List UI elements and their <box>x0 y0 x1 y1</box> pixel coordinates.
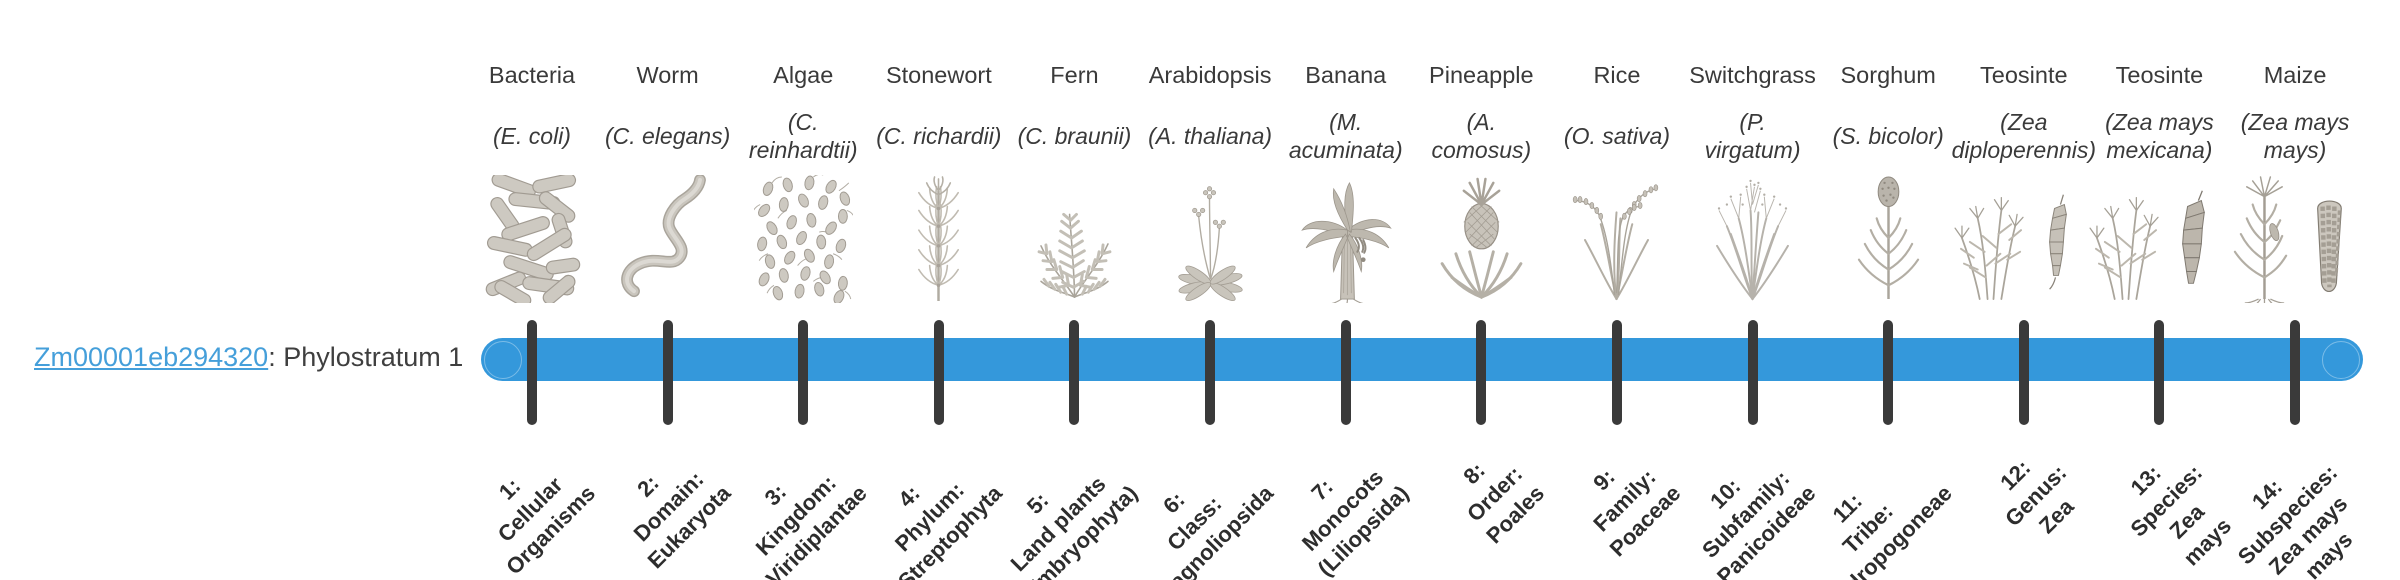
phylostratum-tick <box>1883 320 1894 425</box>
phylostratum-label: 9: Family: Poaceae <box>1587 464 1686 562</box>
phylostratum-tick <box>1205 320 1216 425</box>
phylostratum-label: 7: Monocots (Liliopsida) <box>1297 464 1414 580</box>
organism-scientific-name: (Zea diploperennis) <box>1932 98 2116 176</box>
algae-icon <box>727 172 879 303</box>
phylostratum-label: 13: Species: Zea mays <box>2125 459 2237 571</box>
organism-scientific-name: (A. comosus) <box>1389 98 1573 176</box>
organism-scientific-name-text: (A. comosus) <box>1431 109 1532 163</box>
organism-common-name: Stonewort <box>885 62 992 88</box>
organism-scientific-name-text: (E. coli) <box>493 123 571 150</box>
organism-scientific-name-text: (O. sativa) <box>1563 123 1670 150</box>
organism-scientific-name-text: (C. reinhardtii) <box>748 109 858 163</box>
teosinte-mexicana-icon <box>2083 172 2235 303</box>
timeline-bar <box>481 338 2363 381</box>
organism-scientific-name: (C. richardii) <box>847 98 1031 176</box>
phylostratum-tick <box>2290 320 2301 425</box>
organism-common-name: Sorghum <box>1840 62 1936 88</box>
phylostratum-label: 2: Domain: Eukaryota <box>628 466 736 574</box>
organism-scientific-name: (C. elegans) <box>576 98 760 176</box>
organism-common-name: Maize <box>2263 62 2327 88</box>
organism-common-name: Teosinte <box>1980 62 2068 88</box>
arabidopsis-icon <box>1134 172 1286 303</box>
organism-common-name: Switchgrass <box>1689 62 1816 88</box>
maize-icon <box>2219 172 2371 303</box>
phylostratum-tick <box>933 320 944 425</box>
bar-right-cap <box>2322 341 2360 379</box>
teosinte-diploperennis-icon <box>1948 172 2100 303</box>
organism-scientific-name-text: (A. thaliana) <box>1148 123 1273 150</box>
phylostratum-label: 14: Subspecies: Zea mays mays <box>2233 459 2358 580</box>
phylostratum-tick <box>527 320 537 425</box>
phylostratum-tick <box>1476 320 1487 425</box>
pineapple-icon <box>1405 172 1557 303</box>
stonewort-icon <box>863 172 1015 303</box>
organism-scientific-name-text: (S. bicolor) <box>1832 123 1944 150</box>
switchgrass-icon <box>1677 172 1829 303</box>
phylostratum-tick <box>1747 320 1758 425</box>
organism-common-name: Bacteria <box>488 62 576 88</box>
organism-scientific-name-text: (C. braunii) <box>1017 123 1132 150</box>
organism-scientific-name-text: (Zea mays mays) <box>2240 109 2350 163</box>
bar-left-cap <box>484 341 522 379</box>
phylostratum-tick <box>1069 320 1080 425</box>
organism-scientific-name: (Zea mays mays) <box>2203 98 2387 176</box>
phylostratum-label: 6: Class: Magnoliopsida <box>1151 480 1279 580</box>
organism-scientific-name: (P. virgatum) <box>1661 98 1845 176</box>
organism-scientific-name-text: (M. acuminata) <box>1288 109 1403 163</box>
phylostratum-tick <box>2018 320 2029 425</box>
bacteria-icon <box>456 172 608 303</box>
phylostratum-tick <box>1340 320 1351 425</box>
fern-icon <box>998 172 1150 303</box>
phylostratum-label: 12: Genus: Zea <box>1995 454 2079 539</box>
phylostratum-label: 8: Order: Poales <box>1458 457 1550 549</box>
organism-scientific-name: (C. reinhardtii) <box>711 98 895 176</box>
worm-icon <box>592 172 744 303</box>
sorghum-icon <box>1812 172 1964 303</box>
rice-icon <box>1541 172 1693 303</box>
organism-scientific-name: (C. braunii) <box>982 98 1166 176</box>
gene-label: Zm00001eb294320: Phylostratum 1 <box>34 340 463 374</box>
organism-scientific-name-text: (Zea mays mexicana) <box>2105 109 2214 163</box>
organism-common-name: Worm <box>636 62 699 88</box>
phylostratum-tick <box>1611 320 1622 425</box>
phylostratum-tick <box>2154 320 2165 425</box>
organism-common-name: Arabidopsis <box>1148 62 1272 88</box>
organism-scientific-name-text: (C. richardii) <box>876 123 1002 150</box>
organism-common-name: Fern <box>1050 62 1099 88</box>
phylostratum-tick <box>662 320 673 425</box>
organism-common-name: Pineapple <box>1429 62 1534 88</box>
organism-common-name: Banana <box>1305 62 1387 88</box>
organism-scientific-name: (A. thaliana) <box>1118 98 1302 176</box>
phylostratum-text: : Phylostratum 1 <box>268 342 464 372</box>
organism-scientific-name: (O. sativa) <box>1525 98 1709 176</box>
organism-scientific-name: (M. acuminata) <box>1254 98 1438 176</box>
organism-scientific-name-text: (P. virgatum) <box>1704 109 1801 163</box>
phylostratum-label: 3: Kingdom: Viridiplantae <box>750 470 872 580</box>
organism-common-name: Teosinte <box>2115 62 2204 88</box>
phylostratum-tick <box>798 320 809 425</box>
organism-common-name: Algae <box>773 62 834 88</box>
organism-scientific-name-text: (C. elegans) <box>604 123 731 150</box>
banana-icon <box>1270 172 1422 303</box>
organism-scientific-name: (Zea mays mexicana) <box>2067 98 2251 176</box>
gene-id-link[interactable]: Zm00001eb294320 <box>34 342 269 372</box>
organism-scientific-name: (S. bicolor) <box>1796 98 1980 176</box>
organism-common-name: Rice <box>1593 62 1641 88</box>
organism-scientific-name: (E. coli) <box>440 98 624 176</box>
organism-scientific-name-text: (Zea diploperennis) <box>1951 109 2097 163</box>
phylostratum-label: 1: Cellular Organisms <box>492 472 601 580</box>
